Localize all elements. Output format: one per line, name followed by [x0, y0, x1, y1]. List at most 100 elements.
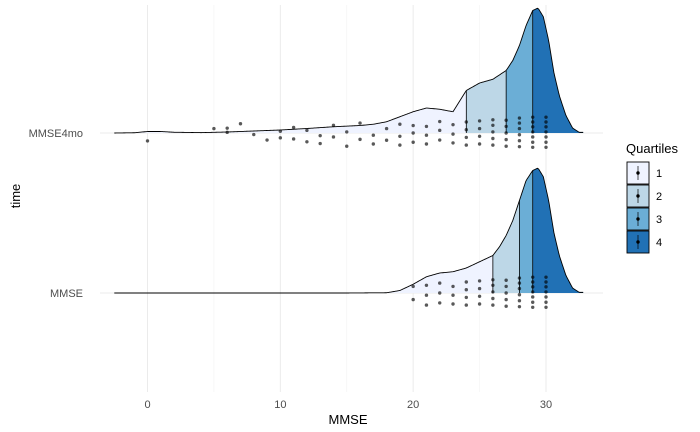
- data-point: [504, 284, 508, 289]
- data-point: [464, 280, 468, 284]
- data-point: [252, 132, 256, 137]
- data-point: [278, 129, 283, 133]
- data-point: [517, 299, 522, 303]
- quartile-2-area: [466, 70, 507, 133]
- x-tick-label: 0: [144, 399, 150, 411]
- data-point: [504, 304, 508, 308]
- data-point: [451, 293, 455, 297]
- data-point: [411, 131, 415, 135]
- cloud-MMSE: [114, 167, 584, 294]
- data-point: [411, 297, 415, 302]
- data-point: [411, 284, 415, 289]
- data-point: [318, 133, 322, 138]
- data-point: [477, 294, 482, 298]
- data-point: [491, 283, 495, 287]
- data-point: [477, 126, 482, 131]
- legend-title: Quartiles: [626, 141, 679, 156]
- data-point: [305, 128, 309, 133]
- data-point: [531, 290, 535, 294]
- data-point: [517, 133, 522, 137]
- data-point: [517, 281, 522, 285]
- data-point: [504, 131, 508, 135]
- data-point: [145, 139, 150, 143]
- data-point: [544, 125, 548, 129]
- data-point: [451, 302, 455, 306]
- data-point: [305, 140, 309, 144]
- data-point: [398, 134, 402, 138]
- data-point: [531, 115, 535, 119]
- points-MMSE4mo: [145, 115, 548, 149]
- data-point: [531, 135, 535, 139]
- data-point: [517, 276, 522, 280]
- data-point: [438, 291, 442, 295]
- data-point: [477, 302, 482, 306]
- data-point: [504, 278, 508, 282]
- x-axis-ticks: 0 10 20 30: [144, 399, 552, 411]
- legend-label: 3: [656, 214, 662, 226]
- data-point: [318, 141, 322, 146]
- x-tick-label: 10: [274, 399, 286, 411]
- data-point: [477, 279, 482, 283]
- data-point: [531, 130, 535, 134]
- data-point: [331, 123, 336, 128]
- data-point: [491, 130, 495, 134]
- data-point: [491, 123, 495, 128]
- x-tick-label: 20: [407, 399, 419, 411]
- data-point: [517, 139, 522, 143]
- data-point: [291, 137, 296, 141]
- data-point: [544, 130, 548, 134]
- data-point: [451, 141, 455, 145]
- data-point: [384, 138, 389, 142]
- data-point: [438, 128, 442, 133]
- data-point: [451, 284, 455, 289]
- data-point: [477, 119, 482, 123]
- data-point: [331, 135, 336, 139]
- data-point: [544, 285, 548, 289]
- data-point: [544, 275, 548, 279]
- data-point: [531, 305, 535, 309]
- data-point: [438, 301, 442, 305]
- data-point: [225, 130, 229, 135]
- data-point: [464, 295, 468, 300]
- data-point: [477, 286, 482, 291]
- data-point: [491, 290, 495, 294]
- legend-label: 4: [656, 237, 662, 249]
- data-point: [491, 118, 495, 122]
- data-point: [517, 116, 522, 120]
- data-point: [358, 137, 362, 142]
- data-point: [438, 138, 442, 142]
- legend-label: 1: [656, 168, 662, 180]
- data-point: [531, 125, 535, 129]
- data-point: [544, 140, 548, 144]
- data-point: [451, 122, 455, 127]
- data-point: [531, 145, 535, 149]
- data-point: [464, 303, 468, 307]
- data-point: [464, 135, 468, 140]
- quartile-4-area: [532, 8, 584, 134]
- data-point: [238, 122, 243, 126]
- data-point: [491, 303, 495, 307]
- cloud-MMSE4mo: [114, 7, 584, 134]
- data-point: [398, 143, 402, 147]
- data-point: [491, 136, 495, 141]
- data-point: [424, 142, 429, 146]
- data-point: [212, 126, 216, 131]
- data-point: [345, 144, 349, 148]
- y-axis-ticks: MMSE4mo MMSE: [29, 128, 83, 300]
- data-point: [544, 145, 548, 149]
- data-point: [438, 281, 442, 285]
- points-MMSE: [411, 275, 548, 309]
- data-point: [504, 144, 508, 148]
- data-point: [491, 143, 495, 147]
- data-points: [145, 115, 548, 309]
- data-point: [544, 135, 548, 139]
- data-point: [544, 115, 548, 119]
- data-point: [517, 144, 522, 149]
- data-point: [544, 300, 548, 304]
- data-point: [371, 142, 376, 146]
- data-point: [531, 140, 535, 144]
- data-point: [504, 291, 508, 295]
- data-point: [517, 126, 522, 131]
- data-point: [477, 142, 482, 146]
